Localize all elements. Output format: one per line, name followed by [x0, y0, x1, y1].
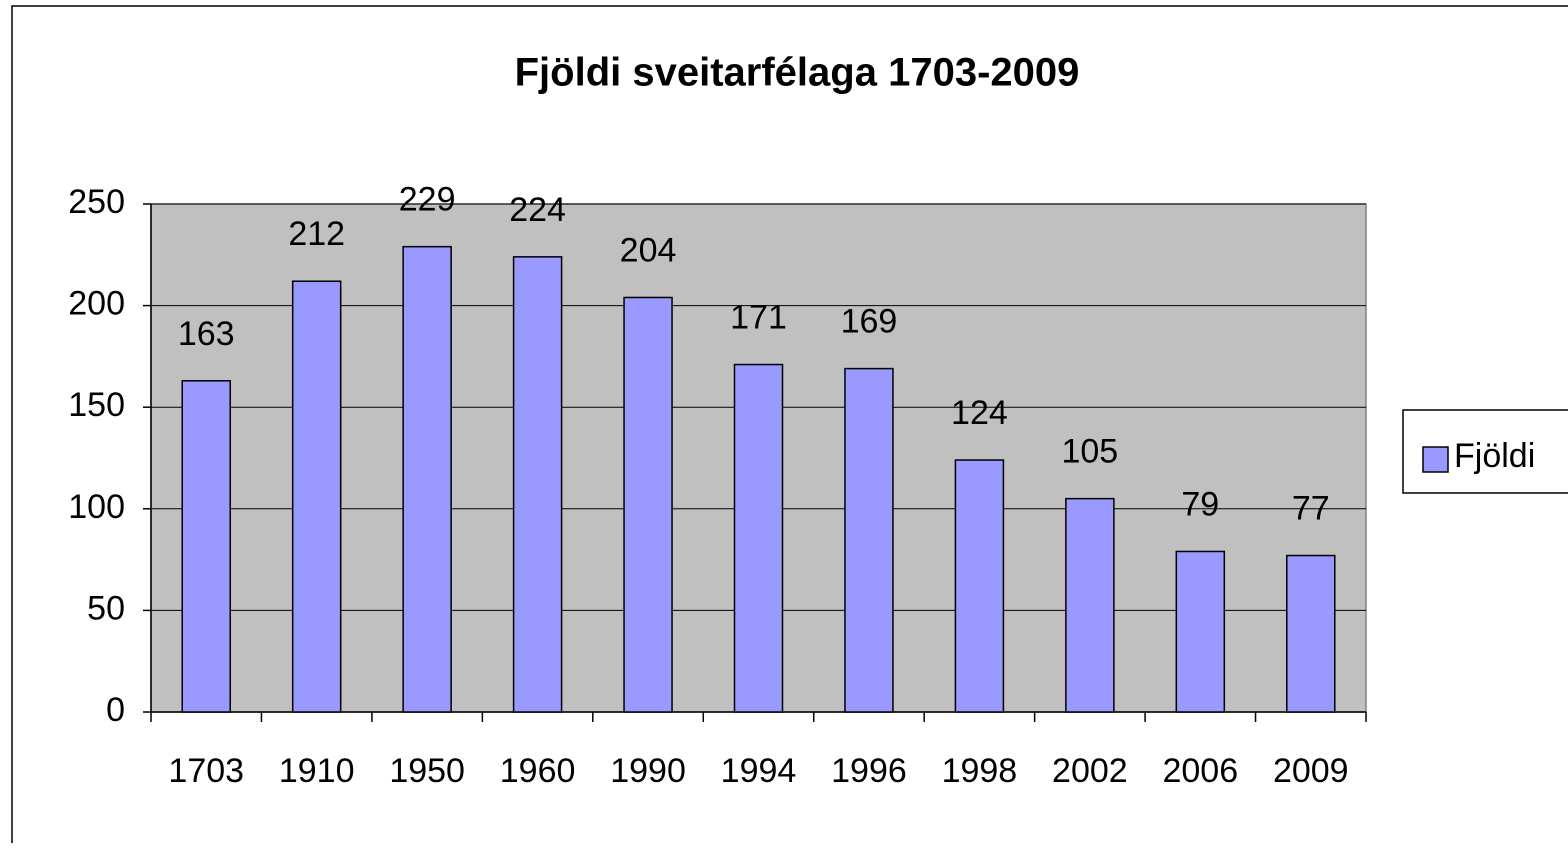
bar — [733, 363, 784, 713]
bar — [181, 380, 231, 713]
x-tick-label: 1950 — [389, 752, 465, 790]
x-tick-label: 1990 — [610, 752, 686, 790]
x-tick-label: 2006 — [1162, 752, 1238, 790]
x-tick-label: 1703 — [168, 752, 244, 790]
data-label: 204 — [620, 231, 677, 269]
data-label: 212 — [288, 215, 345, 253]
bar — [512, 256, 563, 713]
x-tick-label: 1960 — [500, 752, 576, 790]
y-tick-label: 0 — [106, 691, 125, 729]
data-label: 229 — [399, 181, 456, 219]
data-label: 169 — [841, 303, 898, 341]
x-tick-label: 1998 — [942, 752, 1018, 790]
x-tick-label: 1994 — [721, 752, 797, 790]
legend-label: Fjöldi — [1454, 437, 1535, 475]
bar — [1286, 554, 1336, 713]
data-label: 163 — [178, 315, 235, 353]
bar — [623, 296, 673, 713]
bar — [402, 245, 452, 713]
y-tick-label: 50 — [87, 589, 125, 627]
bar — [1175, 550, 1226, 713]
data-label: 224 — [509, 191, 566, 229]
bar — [844, 367, 894, 713]
y-tick-label: 200 — [68, 285, 125, 323]
y-tick-label: 150 — [68, 386, 125, 424]
y-tick-label: 100 — [68, 488, 125, 526]
x-tick-label: 1910 — [279, 752, 355, 790]
data-label: 171 — [730, 299, 787, 337]
chart-title: Fjöldi sveitarfélaga 1703-2009 — [515, 51, 1080, 95]
data-label: 77 — [1292, 490, 1330, 528]
y-tick-label: 250 — [68, 183, 125, 221]
x-tick-label: 2009 — [1273, 752, 1349, 790]
legend-swatch — [1422, 446, 1449, 473]
bar — [1065, 497, 1115, 713]
bar — [954, 459, 1005, 713]
data-label: 124 — [951, 394, 1008, 432]
data-label: 105 — [1061, 433, 1118, 471]
data-label: 79 — [1181, 485, 1219, 523]
x-tick-label: 2002 — [1052, 752, 1128, 790]
bar — [291, 280, 342, 713]
x-tick-label: 1996 — [831, 752, 907, 790]
